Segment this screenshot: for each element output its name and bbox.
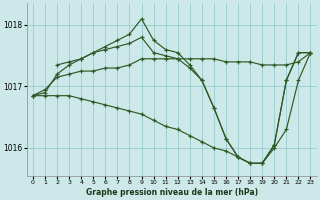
X-axis label: Graphe pression niveau de la mer (hPa): Graphe pression niveau de la mer (hPa): [86, 188, 258, 197]
